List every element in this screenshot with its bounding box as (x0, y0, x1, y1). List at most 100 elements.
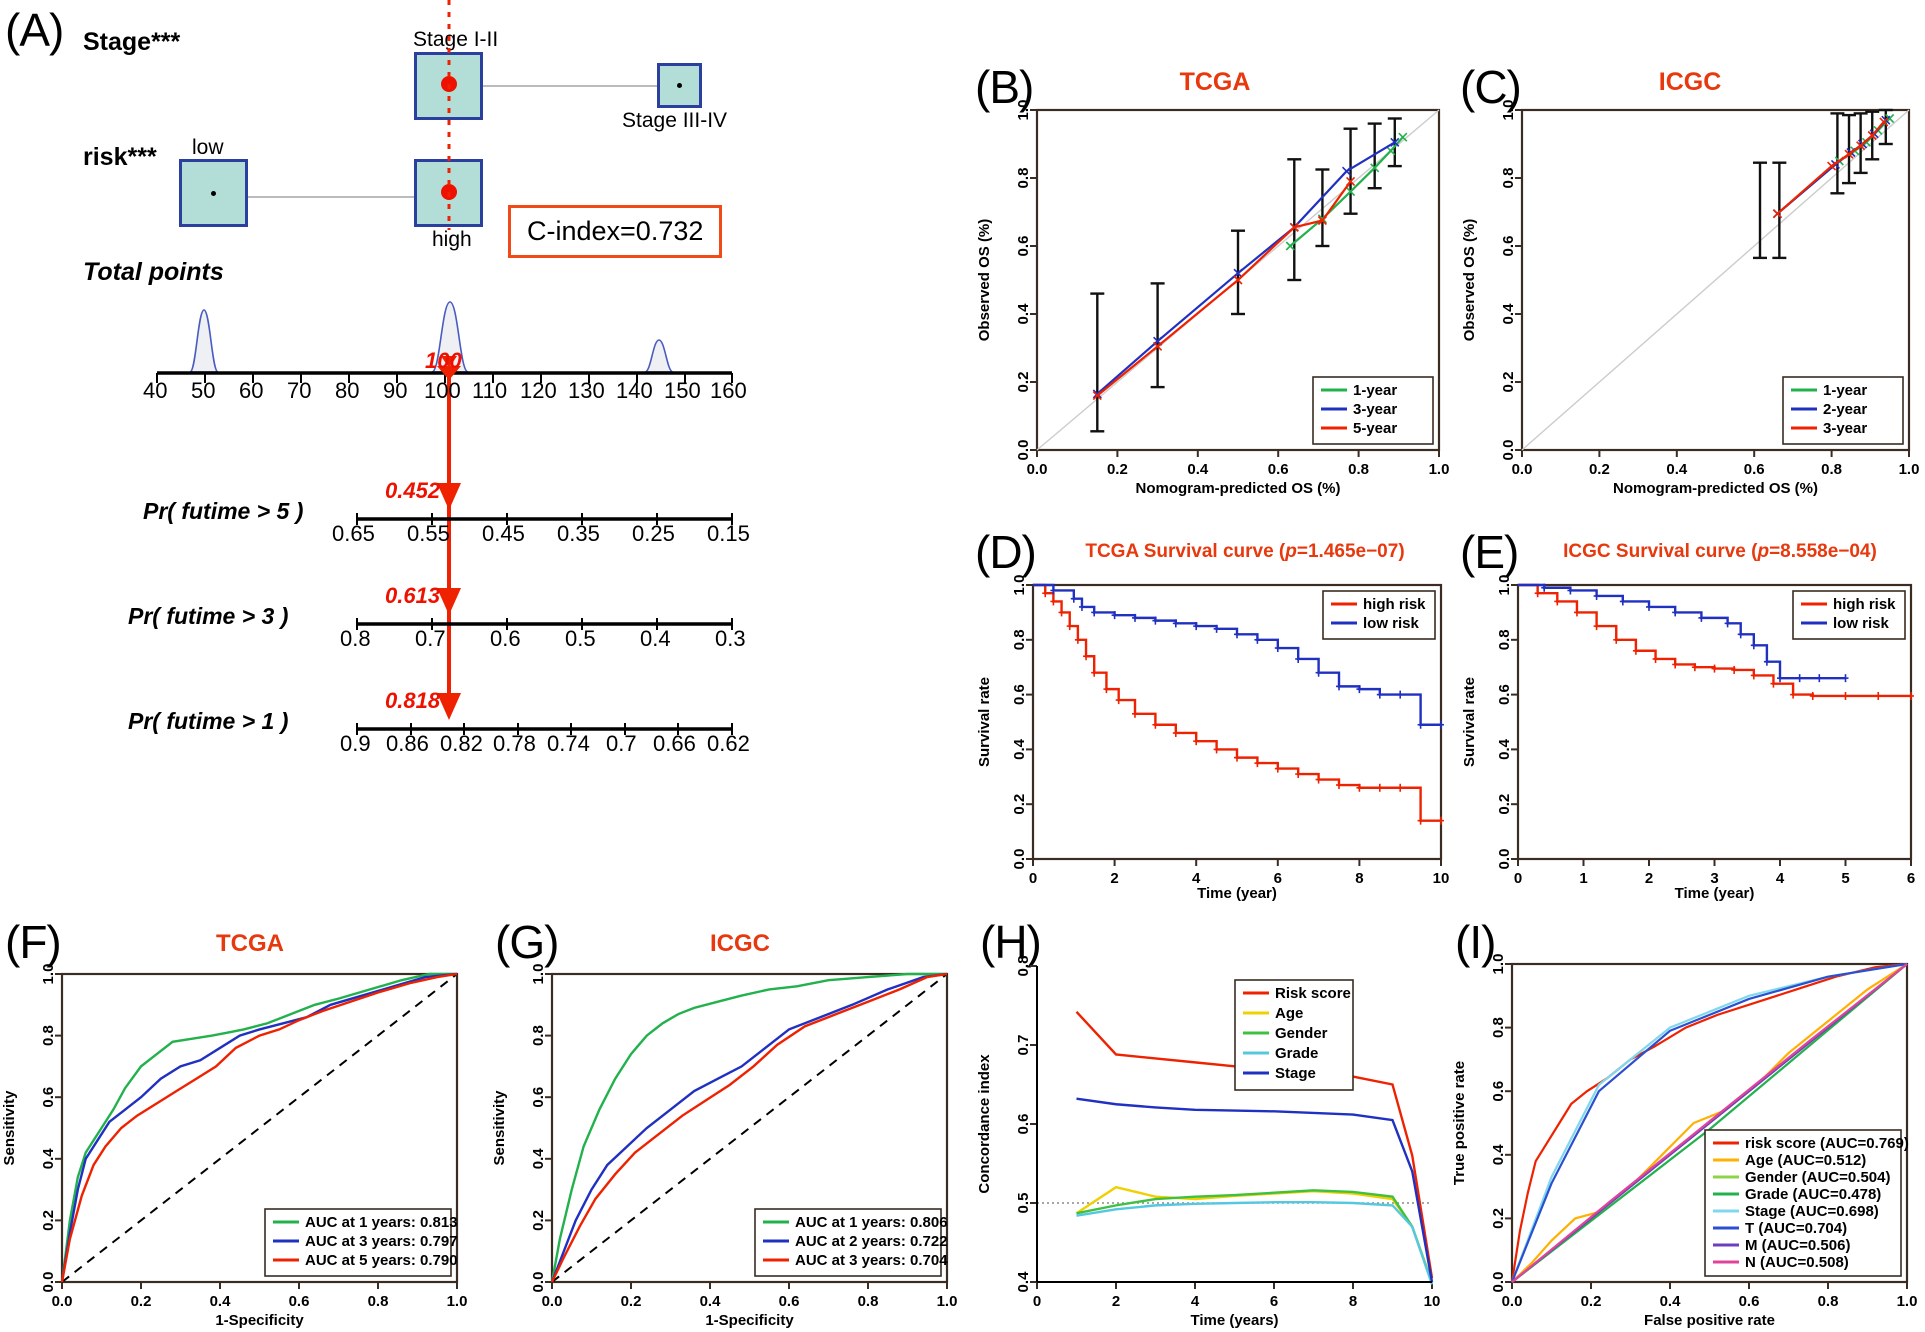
panel-c-calibration-icgc: (C) ICGC 0.0 0.2 0.4 0.6 0.8 1.0 0.0 0.2 0.4 0.6 0… (1460, 50, 1925, 497)
prob-tick: 0.55 (407, 521, 450, 546)
panel-g-label: (G) (495, 916, 559, 968)
x-tick-label: 8 (1355, 870, 1363, 887)
legend-label: high risk (1363, 596, 1426, 613)
prob-axis-3y (356, 618, 733, 630)
y-axis-label: Survival rate (976, 677, 993, 767)
y-tick-label: 1.0 (530, 964, 547, 985)
nomogram-box-dot-stage-2 (677, 83, 682, 88)
legend-label: 3-year (1823, 420, 1867, 437)
legend-label: 2-year (1823, 401, 1867, 418)
panel-d-plot: 0 2 4 6 8 10 0.0 0.2 0.4 0.6 0.8 1.0 Time (year) Surv… (976, 575, 1449, 902)
panel-e-title-p: p (1757, 541, 1770, 562)
x-tick-label: 0 (1029, 870, 1037, 887)
prob-tick: 0.78 (493, 731, 536, 756)
series-line (550, 972, 948, 1283)
y-tick-label: 0.0 (1490, 1272, 1507, 1293)
y-tick-label: 0.4 (1496, 738, 1513, 760)
series-line (1511, 963, 1908, 1283)
x-axis-label: Time (years) (1190, 1312, 1278, 1329)
x-tick-label: 0.0 (1027, 461, 1048, 478)
series-line (1511, 963, 1908, 1283)
y-tick-label: 0.0 (1496, 849, 1513, 870)
prob-row-value-5y: 0.452 (385, 478, 441, 503)
panel-c-title: ICGC (1658, 68, 1722, 96)
y-tick-label: 0.4 (530, 1148, 547, 1170)
x-tick-label: 6 (1270, 1293, 1278, 1310)
panel-b-calibration-tcga: (B) TCGA 0.0 0.2 0.4 0.6 0.8 1.0 0.0 0.2 0.4 0.6 0… (975, 50, 1455, 497)
panel-f-roc-tcga: (F) TCGA 0.0 0.2 0.4 0.6 0.8 1.0 0.0 0.2 0.4 0.6 0… (0, 910, 475, 1330)
x-axis-label: False positive rate (1644, 1312, 1775, 1329)
legend-label: Gender (AUC=0.504) (1745, 1169, 1890, 1186)
y-tick-label: 0.0 (1015, 440, 1032, 461)
y-tick-label: 0.6 (530, 1087, 547, 1108)
prob-tick: 0.66 (653, 731, 696, 756)
prob-axis-1y (356, 723, 733, 735)
tp-tick: 90 (383, 378, 408, 403)
y-tick-label: 1.0 (1500, 100, 1517, 121)
y-tick-label: 0.8 (1490, 1017, 1507, 1038)
x-tick-label: 2 (1645, 870, 1653, 887)
panel-d-title-post: =1.465e−07) (1296, 541, 1405, 562)
nomogram-category-risk-low: low (192, 136, 224, 159)
panel-f-title: TCGA (216, 930, 284, 957)
y-axis-label: Observed OS (%) (976, 219, 993, 342)
prob-row-value-1y: 0.818 (385, 688, 441, 713)
y-tick-label: 0.0 (1500, 440, 1517, 461)
series-line (60, 972, 458, 1283)
x-tick-label: 0.6 (289, 1293, 310, 1310)
x-axis-label: Nomogram-predicted OS (%) (1613, 480, 1818, 497)
x-tick-label: 0.8 (1821, 461, 1842, 478)
x-tick-label: 0.0 (1502, 1293, 1523, 1310)
prob-tick: 0.7 (606, 731, 637, 756)
prob-tick: 0.25 (632, 521, 675, 546)
panel-a-nomogram: (A) Stage*** Stage I-II Stage III-IV ris… (0, 0, 790, 860)
x-tick-label: 6 (1274, 870, 1282, 887)
series-line (1289, 136, 1404, 247)
panel-f-plot: 0.0 0.2 0.4 0.6 0.8 1.0 0.0 0.2 0.4 0.6 0.8 1.0 1-Sp… (1, 964, 467, 1329)
legend-label: Grade (1275, 1045, 1318, 1062)
y-tick-label: 0.6 (1015, 236, 1032, 257)
prob-tick: 0.15 (707, 521, 750, 546)
legend-label: Stage (1275, 1065, 1316, 1082)
y-axis-label: Concordance index (976, 1054, 993, 1194)
panel-e-label: (E) (1460, 526, 1519, 578)
legend-label: 1-year (1823, 382, 1867, 399)
legend-label: low risk (1363, 615, 1420, 632)
series-line (1076, 1097, 1434, 1283)
nomogram-category-risk-high: high (432, 228, 472, 251)
tp-tick: 150 (664, 378, 701, 403)
legend-label: 5-year (1353, 420, 1397, 437)
tp-tick: 130 (568, 378, 605, 403)
panel-c-label: (C) (1460, 61, 1522, 113)
x-tick-label: 0.6 (1744, 461, 1765, 478)
x-tick-label: 0.4 (210, 1293, 232, 1310)
legend-label: Risk score (1275, 985, 1351, 1002)
x-tick-label: 0 (1033, 1293, 1041, 1310)
legend-label: Age (AUC=0.512) (1745, 1152, 1866, 1169)
y-tick-label: 0.4 (1011, 738, 1028, 760)
tp-tick: 140 (616, 378, 653, 403)
prob-tick: 0.4 (640, 626, 671, 651)
y-tick-label: 0.2 (1500, 372, 1517, 393)
tp-tick: 160 (710, 378, 747, 403)
tp-tick: 120 (520, 378, 557, 403)
series-line (1510, 962, 1908, 1283)
nomogram-box-dot-risk-low (211, 191, 216, 196)
y-tick-label: 0.2 (1011, 794, 1028, 815)
prob-tick: 0.35 (557, 521, 600, 546)
y-axis-label: Sensitivity (1, 1090, 18, 1166)
prob-tick: 0.45 (482, 521, 525, 546)
x-tick-label: 5 (1841, 870, 1849, 887)
x-tick-label: 4 (1192, 870, 1201, 887)
prob-tick: 0.9 (340, 731, 371, 756)
x-tick-label: 0.0 (52, 1293, 73, 1310)
tp-tick: 50 (191, 378, 216, 403)
y-axis-label: Survival rate (1461, 677, 1478, 767)
panel-b-label: (B) (975, 61, 1034, 113)
panel-h-concordance: (H) 0 2 4 6 8 10 0.4 0.5 0.6 0.7 0.8 Time (years) Co… (975, 910, 1450, 1330)
x-tick-label: 0.8 (1348, 461, 1369, 478)
x-tick-label: 3 (1710, 870, 1718, 887)
panel-d-label: (D) (975, 526, 1037, 578)
panel-e-title-pre: ICGC Survival curve ( (1563, 541, 1758, 562)
legend-label: AUC at 1 years: 0.806 (795, 1214, 948, 1231)
